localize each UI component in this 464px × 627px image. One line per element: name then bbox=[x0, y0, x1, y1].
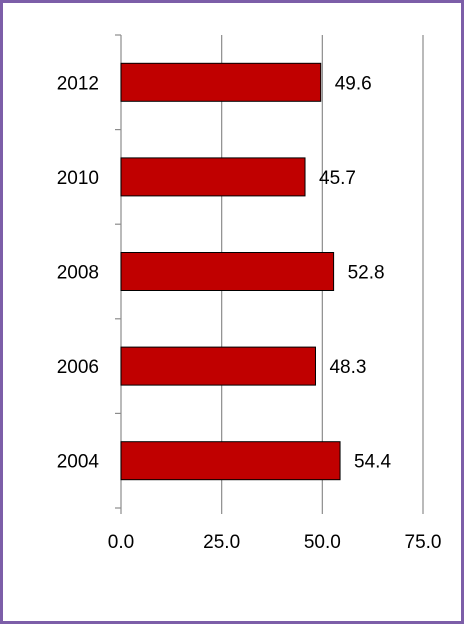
bar-2004 bbox=[120, 441, 341, 481]
value-label-2010: 45.7 bbox=[319, 168, 356, 189]
bar-2006 bbox=[120, 346, 316, 386]
category-label-2006: 2006 bbox=[57, 357, 99, 378]
bar-2010 bbox=[120, 157, 306, 197]
category-label-2010: 2010 bbox=[57, 168, 99, 189]
value-label-2008: 52.8 bbox=[348, 263, 385, 284]
category-label-2008: 2008 bbox=[57, 263, 99, 284]
x-tick-label-0: 0.0 bbox=[108, 532, 134, 553]
x-tick-label-2: 50.0 bbox=[304, 532, 341, 553]
value-label-2012: 49.6 bbox=[335, 73, 372, 94]
bar-2012 bbox=[120, 62, 322, 102]
category-label-2004: 2004 bbox=[57, 452, 100, 473]
value-label-2004: 54.4 bbox=[354, 452, 391, 473]
x-tick-label-3: 75.0 bbox=[405, 532, 442, 553]
x-tick-label-1: 25.0 bbox=[203, 532, 240, 553]
value-label-2006: 48.3 bbox=[329, 357, 366, 378]
bar-2008 bbox=[120, 252, 335, 291]
bar-chart: 2012 49.6 2010 45.7 2008 52.8 2006 48.3 2004 54.4… bbox=[57, 34, 442, 553]
category-label-2012: 2012 bbox=[57, 73, 99, 94]
